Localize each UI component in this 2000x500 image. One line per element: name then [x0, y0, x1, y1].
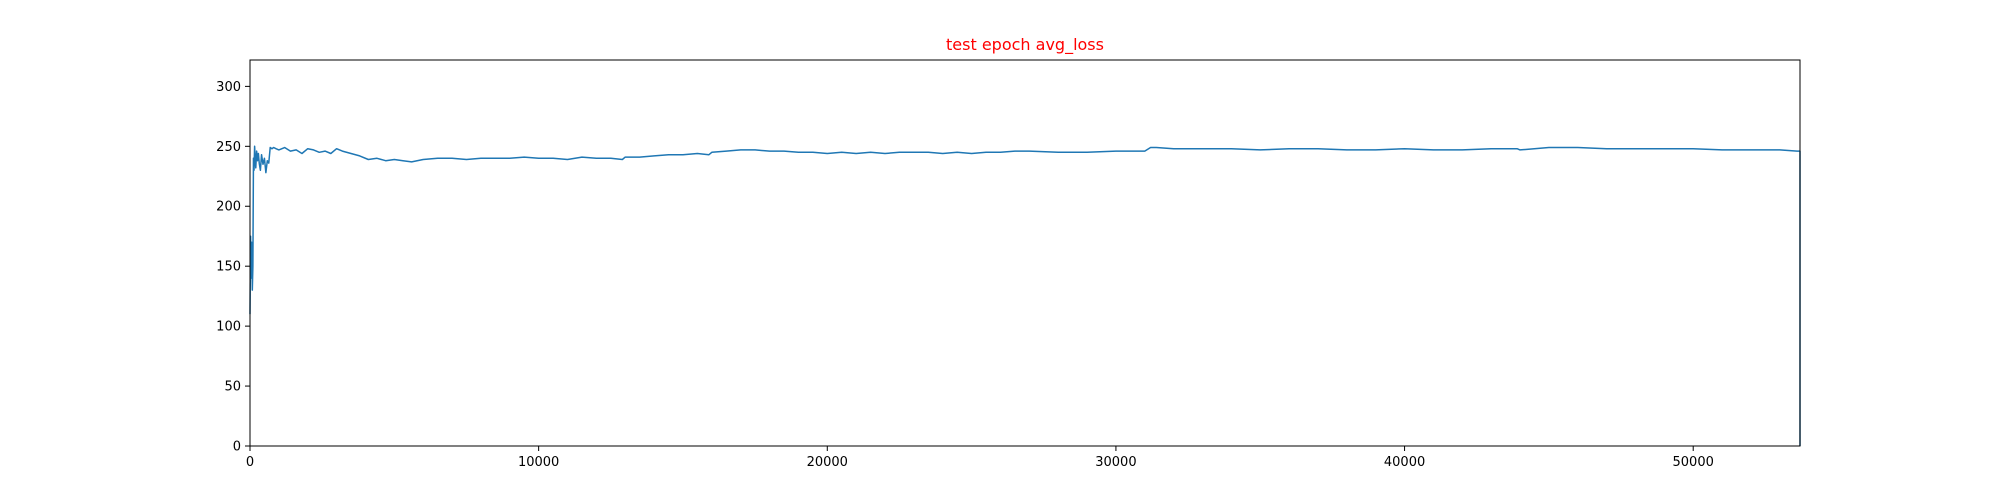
x-tick-label: 50000: [1673, 455, 1714, 470]
series-group: [249, 145, 1801, 446]
y-axis-ticks: 0 50 100 150 200 250 300: [216, 80, 250, 455]
series-line-0: [249, 145, 1801, 446]
y-tick-label: 0: [233, 440, 241, 455]
x-tick-label: 0: [246, 455, 254, 470]
y-tick-label: 250: [216, 140, 241, 155]
y-tick-label: 100: [216, 320, 241, 335]
x-tick-label: 30000: [1095, 455, 1136, 470]
x-axis-ticks: 0 10000 20000 30000 40000 50000: [246, 446, 1714, 470]
x-tick-label: 40000: [1384, 455, 1425, 470]
x-tick-label: 20000: [807, 455, 848, 470]
y-tick-label: 200: [216, 200, 241, 215]
y-tick-label: 300: [216, 80, 241, 95]
chart-title: test epoch avg_loss: [946, 35, 1104, 55]
y-tick-label: 150: [216, 260, 241, 275]
x-tick-label: 10000: [518, 455, 559, 470]
y-tick-label: 50: [224, 380, 241, 395]
plot-frame: [249, 59, 1801, 447]
